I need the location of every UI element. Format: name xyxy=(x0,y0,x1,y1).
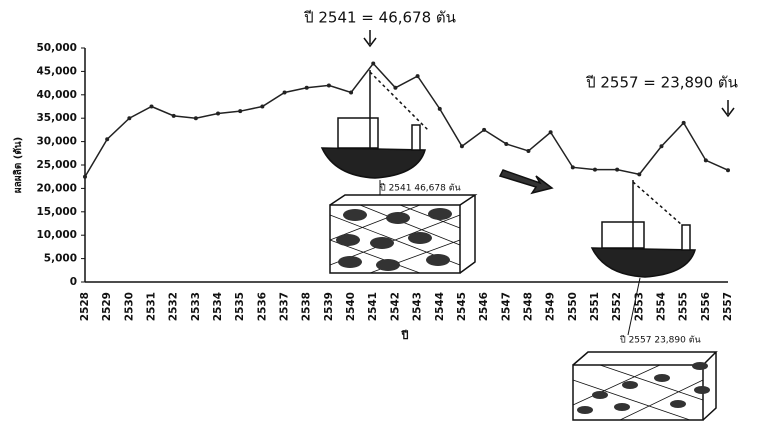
data-point xyxy=(504,142,508,146)
data-point xyxy=(283,90,287,94)
data-point xyxy=(549,130,553,134)
x-tick-label: 2535 xyxy=(234,292,246,321)
arrow-right xyxy=(722,100,734,116)
x-tick-label: 2556 xyxy=(700,292,712,321)
data-point xyxy=(482,128,486,132)
boat-2 xyxy=(592,180,695,277)
data-point xyxy=(726,168,730,172)
x-tick-label: 2533 xyxy=(190,292,202,321)
x-tick-label: 2544 xyxy=(434,292,446,321)
x-tick-label: 2537 xyxy=(279,292,291,321)
y-tick-label: 35,000 xyxy=(36,112,77,124)
chart: ปี 2541 = 46,678 ตัน ปี 2557 = 23,890 ตั… xyxy=(0,0,763,422)
arrow-top xyxy=(364,30,376,46)
data-point xyxy=(83,175,87,179)
cage-2 xyxy=(573,352,716,420)
y-tick-label: 5,000 xyxy=(44,253,77,265)
x-tick-label: 2530 xyxy=(123,292,135,321)
annotation: ปี 2541 46,678 ตัน xyxy=(380,183,461,194)
data-point xyxy=(216,112,220,116)
x-tick-label: 2548 xyxy=(522,292,534,321)
y-tick-label: 40,000 xyxy=(36,89,77,101)
x-tick-label: 2534 xyxy=(212,292,224,321)
x-tick-label: 2539 xyxy=(323,292,335,321)
data-point xyxy=(460,144,464,148)
x-tick-label: 2547 xyxy=(500,292,512,321)
data-point xyxy=(260,105,264,109)
data-point xyxy=(593,168,597,172)
x-tick-label: 2551 xyxy=(589,292,601,321)
data-point xyxy=(238,109,242,113)
x-tick-label: 2553 xyxy=(633,292,645,321)
y-tick-label: 30,000 xyxy=(36,136,77,148)
data-point xyxy=(615,168,619,172)
x-tick-label: 2552 xyxy=(611,292,623,321)
y-tick-label: 15,000 xyxy=(36,206,77,218)
x-tick-label: 2550 xyxy=(567,292,579,321)
annotation: ปี 2557 = 23,890 ตัน xyxy=(585,74,738,92)
data-point xyxy=(416,74,420,78)
data-point xyxy=(571,165,575,169)
y-tick-label: 0 xyxy=(70,276,77,288)
y-tick-label: 45,000 xyxy=(36,65,77,77)
arrow-mid xyxy=(500,170,552,193)
data-point xyxy=(393,86,397,90)
y-tick-label: 25,000 xyxy=(36,159,77,171)
x-tick-label: 2532 xyxy=(168,292,180,321)
x-tick-label: 2542 xyxy=(389,292,401,321)
x-tick-label: 2528 xyxy=(79,292,91,321)
y-tick-label: 10,000 xyxy=(36,229,77,241)
x-tick-label: 2557 xyxy=(722,292,734,321)
x-tick-label: 2540 xyxy=(345,292,357,321)
cage-1 xyxy=(330,195,475,273)
data-point xyxy=(349,90,353,94)
x-tick-label: 2555 xyxy=(678,292,690,321)
x-tick-label: 2536 xyxy=(256,292,268,321)
annotation: ปี 2541 = 46,678 ตัน xyxy=(303,9,456,27)
x-tick-label: 2546 xyxy=(478,292,490,321)
x-tick-label: 2545 xyxy=(456,292,468,321)
data-point xyxy=(305,86,309,90)
x-tick-label: 2549 xyxy=(545,292,557,321)
boat-1 xyxy=(322,70,428,178)
x-axis-label: ปี xyxy=(400,329,408,342)
data-point xyxy=(526,149,530,153)
data-point xyxy=(172,114,176,118)
data-point xyxy=(637,172,641,176)
data-point xyxy=(682,121,686,125)
data-point xyxy=(659,144,663,148)
annotation: ปี 2557 23,890 ตัน xyxy=(620,335,701,346)
data-point xyxy=(438,107,442,111)
x-tick-label: 2541 xyxy=(367,292,379,321)
data-point xyxy=(704,158,708,162)
y-tick-label: 20,000 xyxy=(36,182,77,194)
data-point xyxy=(371,62,375,66)
data-point xyxy=(194,116,198,120)
data-point xyxy=(105,137,109,141)
y-tick-label: 50,000 xyxy=(36,42,77,54)
data-point xyxy=(150,105,154,109)
data-point xyxy=(127,116,131,120)
x-tick-label: 2543 xyxy=(412,292,424,321)
x-tick-label: 2554 xyxy=(655,292,667,321)
x-tick-label: 2531 xyxy=(146,292,158,321)
y-axis-label: ผลผลิต (ตัน) xyxy=(12,137,24,193)
x-tick-label: 2529 xyxy=(101,292,113,321)
data-point xyxy=(327,83,331,87)
x-tick-label: 2538 xyxy=(301,292,313,321)
